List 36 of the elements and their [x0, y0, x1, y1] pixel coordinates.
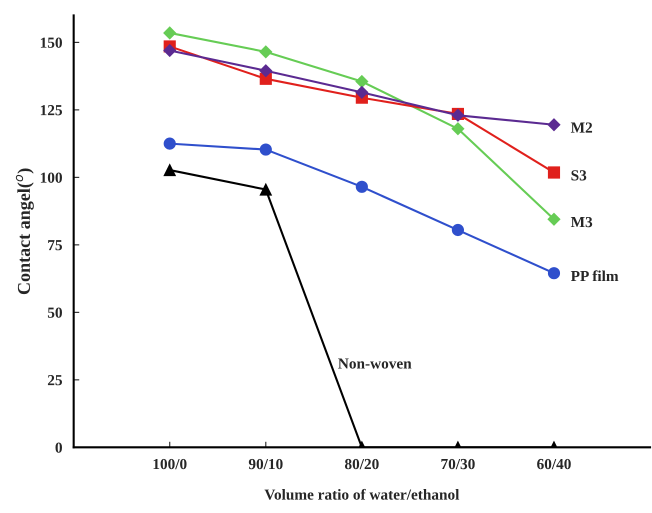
point: [548, 267, 560, 280]
x-tick-label: 70/30: [441, 458, 475, 470]
y-tick-label: 25: [48, 375, 62, 386]
x-tick-label: 80/20: [344, 458, 379, 470]
point: [355, 75, 368, 88]
point: [164, 164, 176, 176]
point: [452, 122, 464, 136]
point: [548, 118, 560, 132]
y-tick-label: 100: [40, 172, 62, 183]
y-tick-label: 125: [40, 105, 62, 116]
y-tick-label: 150: [40, 38, 62, 48]
point: [260, 183, 272, 196]
y-tick-label: 75: [48, 240, 62, 250]
series-label: PP film: [570, 270, 618, 282]
y-tick-label: 0: [56, 442, 62, 453]
point: [260, 143, 272, 156]
point: [163, 44, 176, 57]
point: [548, 166, 560, 179]
point: [356, 180, 368, 193]
x-tick-label: 60/40: [537, 458, 571, 470]
point: [259, 45, 272, 58]
point: [355, 86, 368, 99]
x-axis-title: Volume ratio of water/ethanol: [264, 488, 460, 500]
point: [164, 138, 176, 150]
point: [548, 212, 560, 226]
point: [452, 224, 464, 236]
point: [163, 26, 176, 40]
series-label: Non-woven: [338, 358, 412, 369]
y-tick-label: 50: [48, 307, 62, 318]
x-tick-label: 100/0: [154, 458, 187, 470]
y-axis-title: Contact angel($^{o}$): [16, 168, 34, 294]
point: [259, 64, 272, 78]
series-label: M3: [570, 216, 592, 228]
x-tick-label: 90/10: [248, 458, 283, 470]
series-label: S3: [571, 170, 586, 180]
series-label: M2: [570, 122, 592, 133]
